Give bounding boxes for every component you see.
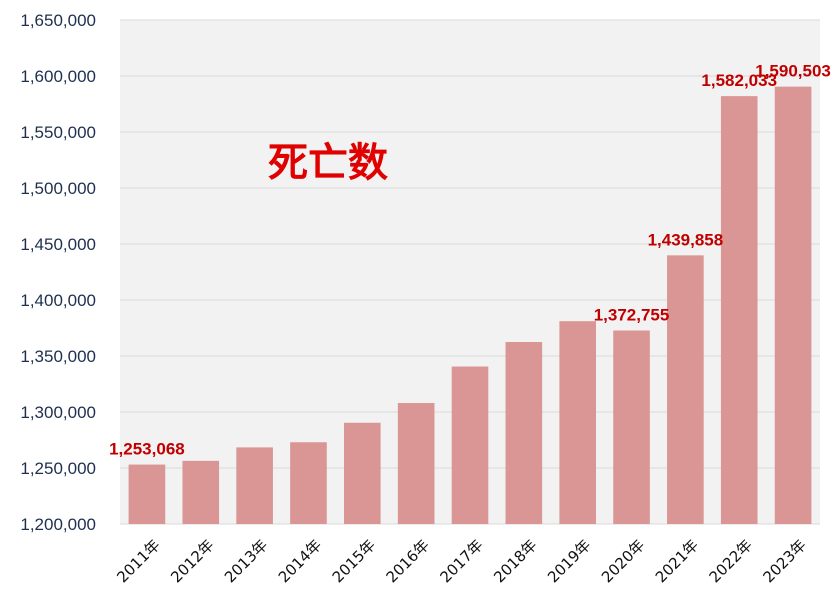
y-tick-label: 1,450,000 — [20, 235, 96, 254]
data-labels: 1,253,068 1,372,755 1,439,858 1,582,0331,59… — [109, 62, 831, 459]
y-tick-label: 1,650,000 — [20, 11, 96, 30]
y-tick-label: 1,500,000 — [20, 179, 96, 198]
y-tick-label: 1,400,000 — [20, 291, 96, 310]
data-label: 1,582,033 — [701, 71, 777, 90]
bar — [720, 96, 758, 524]
x-tick-label: 2014年 — [275, 536, 325, 586]
x-tick-label: 2019年 — [544, 536, 594, 586]
y-tick-label: 1,600,000 — [20, 67, 96, 86]
y-tick-label: 1,350,000 — [20, 347, 96, 366]
y-tick-label: 1,200,000 — [20, 515, 96, 534]
x-tick-label: 2015年 — [329, 536, 379, 586]
data-label: 1,439,858 — [648, 230, 724, 249]
bar — [236, 447, 273, 524]
y-axis-ticks: 1,200,000 1,250,000 1,300,000 1,350,000 1,40… — [20, 11, 96, 534]
data-label: 1,590,503 — [755, 62, 831, 81]
x-tick-label: 2018年 — [490, 536, 540, 586]
bars — [128, 86, 812, 524]
bar — [128, 464, 166, 524]
bar — [774, 86, 812, 524]
x-tick-label: 2013年 — [221, 536, 271, 586]
x-tick-label: 2021年 — [652, 536, 702, 586]
x-tick-label: 2016年 — [383, 536, 433, 586]
y-tick-label: 1,300,000 — [20, 403, 96, 422]
data-label: 1,253,068 — [109, 440, 185, 459]
x-tick-label: 2023年 — [759, 536, 809, 586]
y-tick-label: 1,550,000 — [20, 123, 96, 142]
x-tick-label: 2020年 — [598, 536, 648, 586]
bar — [505, 342, 543, 524]
bar — [182, 460, 220, 524]
bar — [451, 366, 489, 524]
bar — [290, 442, 327, 524]
x-tick-label: 2022年 — [706, 536, 756, 586]
bar — [613, 330, 650, 524]
chart-title: 死亡数 — [268, 140, 388, 186]
y-tick-label: 1,250,000 — [20, 459, 96, 478]
bar — [344, 422, 381, 524]
x-tick-label: 2012年 — [167, 536, 217, 586]
x-tick-label: 2011年 — [113, 536, 163, 586]
x-tick-label: 2017年 — [436, 536, 486, 586]
x-axis-ticks: 2011年 2012年 2013年 2014年 2015年 2016年 2017年 2018年… — [113, 536, 809, 586]
bar — [397, 403, 435, 524]
data-label: 1,372,755 — [594, 306, 670, 325]
bar — [559, 321, 596, 524]
bar — [667, 255, 704, 524]
